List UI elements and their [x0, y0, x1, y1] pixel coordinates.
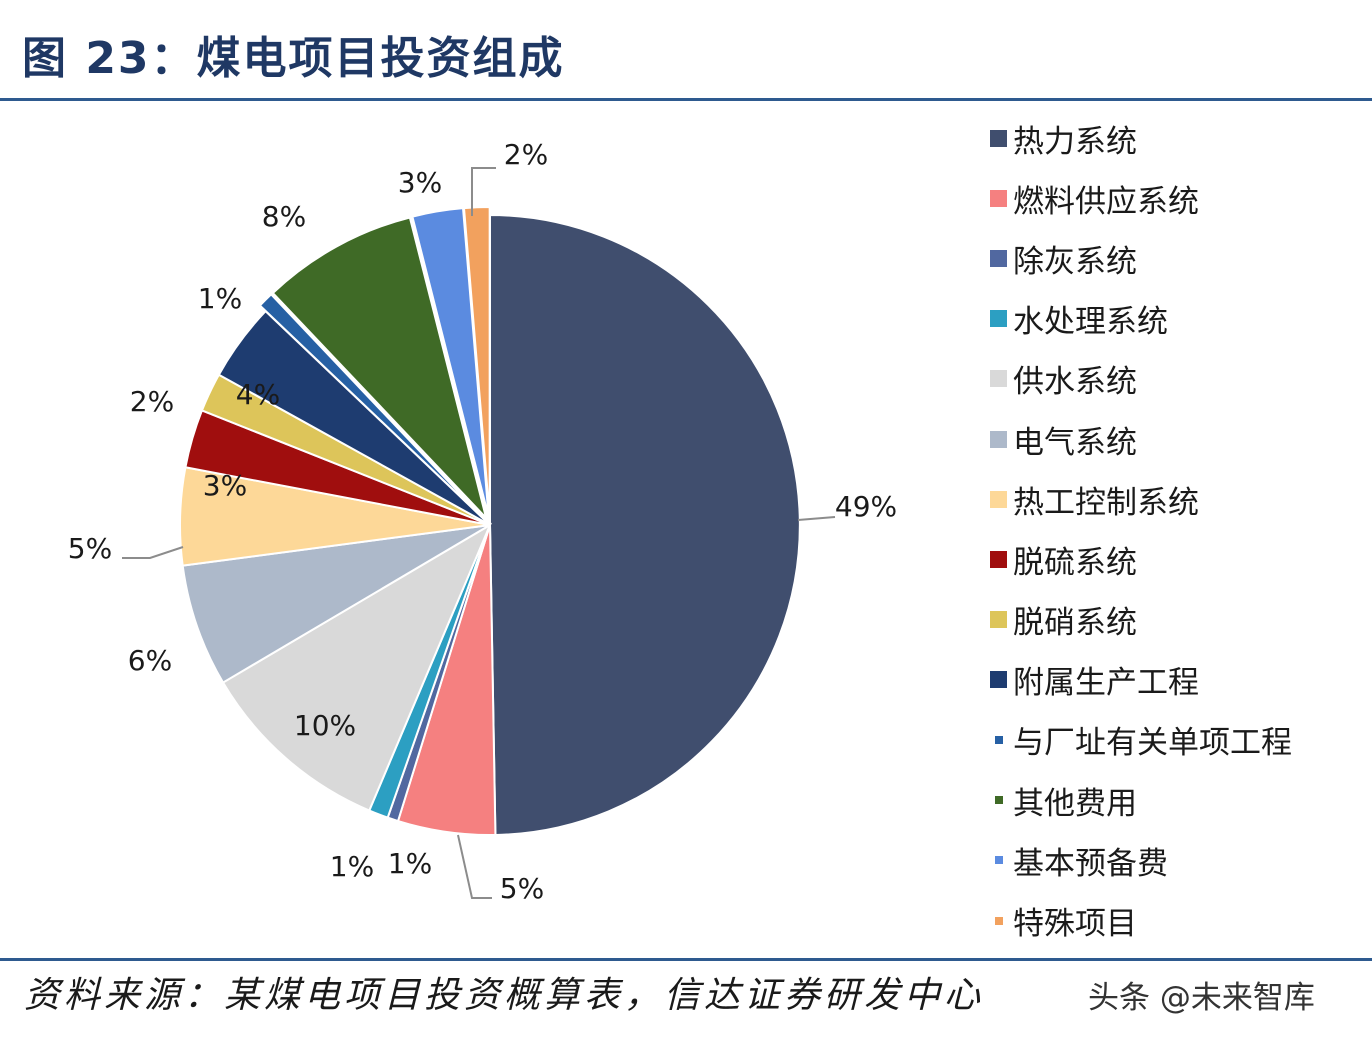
leader-line-2 [457, 834, 492, 899]
legend-item-13: 基本预备费 [990, 830, 1360, 890]
legend-label: 基本预备费 [1013, 845, 1168, 882]
footer-divider [0, 958, 1372, 961]
pie-slice-6 [181, 524, 491, 684]
pie-slice-1 [489, 213, 801, 836]
slice-label-7: 5% [68, 532, 112, 565]
legend-swatch [990, 671, 1007, 689]
legend-swatch [995, 735, 1003, 744]
legend-item-1: 热力系统 [990, 108, 1360, 168]
legend-swatch [995, 796, 1003, 805]
slice-label-5: 10% [294, 709, 356, 742]
legend-swatch [990, 189, 1007, 207]
pie-slice-5 [221, 522, 493, 812]
legend-label: 电气系统 [1013, 424, 1137, 461]
legend-item-10: 附属生产工程 [990, 650, 1360, 710]
legend-item-8: 脱硫系统 [990, 529, 1360, 589]
legend-swatch [990, 430, 1007, 448]
source-note: 资料来源：某煤电项目投资概算表，信达证券研发中心 [24, 975, 985, 1016]
slice-label-10: 4% [236, 378, 280, 411]
legend-swatch [990, 370, 1007, 388]
slice-label-3: 1% [388, 847, 432, 880]
legend-item-4: 水处理系统 [990, 289, 1360, 349]
pie-slice-14 [462, 206, 491, 518]
legend-label: 热力系统 [1013, 123, 1137, 160]
slice-label-6: 6% [128, 644, 172, 677]
legend-label: 脱硫系统 [1013, 544, 1137, 581]
legend-label: 与厂址有关单项工程 [1013, 725, 1292, 762]
legend-item-11: 与厂址有关单项工程 [990, 710, 1360, 770]
leader-line-1 [797, 516, 836, 521]
legend-label: 除灰系统 [1013, 243, 1137, 280]
legend-item-2: 燃料供应系统 [990, 168, 1360, 228]
pie-slice-11 [258, 292, 486, 521]
legend-label: 特殊项目 [1013, 906, 1137, 943]
leader-line-14 [471, 167, 496, 216]
slice-label-2: 5% [500, 872, 544, 905]
slice-label-14: 2% [504, 138, 548, 171]
slice-labels: 49% 5% 1% 1% 10% 6% 5% 3% 2% 4% 1% 8% 3% 2% [68, 138, 897, 905]
legend-swatch [990, 490, 1007, 508]
legend-items: 热力系统燃料供应系统 除灰系统水处理系统供水系统电气系统热工控制系统 脱硫系统脱硝系… [990, 108, 1360, 951]
legend-swatch [995, 856, 1003, 865]
legend-item-6: 电气系统 [990, 409, 1360, 469]
pie-slices [179, 206, 801, 836]
legend-swatch [990, 550, 1007, 568]
legend-label: 附属生产工程 [1013, 665, 1199, 702]
page-title: 图 23：煤电项目投资组成 [22, 33, 565, 84]
legend-label: 供水系统 [1013, 364, 1137, 401]
legend-label: 燃料供应系统 [1013, 183, 1199, 220]
legend-label: 其他费用 [1013, 785, 1137, 822]
legend-swatch [990, 310, 1007, 328]
legend-swatch [995, 916, 1003, 925]
legend-label: 水处理系统 [1013, 304, 1168, 341]
slice-label-9: 2% [130, 385, 174, 418]
legend-item-5: 供水系统 [990, 349, 1360, 409]
slice-label-12: 8% [262, 200, 306, 233]
pie-slice-13 [411, 207, 490, 518]
leader-lines [122, 167, 836, 899]
leader-line-7 [122, 546, 184, 559]
pie-slice-12 [271, 216, 489, 522]
legend-item-12: 其他费用 [990, 770, 1360, 830]
legend-item-3: 除灰系统 [990, 228, 1360, 288]
slice-label-8: 3% [203, 469, 247, 502]
chart-legend: 热力系统燃料供应系统 除灰系统水处理系统供水系统电气系统热工控制系统 脱硫系统脱硝系… [990, 108, 1360, 951]
legend-swatch [990, 129, 1007, 147]
slice-label-13: 3% [398, 166, 442, 199]
legend-item-14: 特殊项目 [990, 890, 1360, 950]
legend-swatch [990, 611, 1007, 629]
slice-label-4: 1% [330, 850, 374, 883]
pie-chart: 49% 5% 1% 1% 10% 6% 5% 3% 2% 4% 1% 8% 3% 2% [68, 138, 897, 905]
legend-label: 热工控制系统 [1013, 484, 1199, 521]
slice-label-1: 49% [835, 490, 897, 523]
slice-label-11: 1% [198, 282, 242, 315]
legend-item-9: 脱硝系统 [990, 590, 1360, 650]
legend-label: 脱硝系统 [1013, 605, 1137, 642]
watermark: 头条 @未来智库 [1088, 980, 1315, 1016]
legend-swatch [990, 249, 1007, 267]
header-divider [0, 98, 1372, 101]
legend-item-7: 热工控制系统 [990, 469, 1360, 529]
